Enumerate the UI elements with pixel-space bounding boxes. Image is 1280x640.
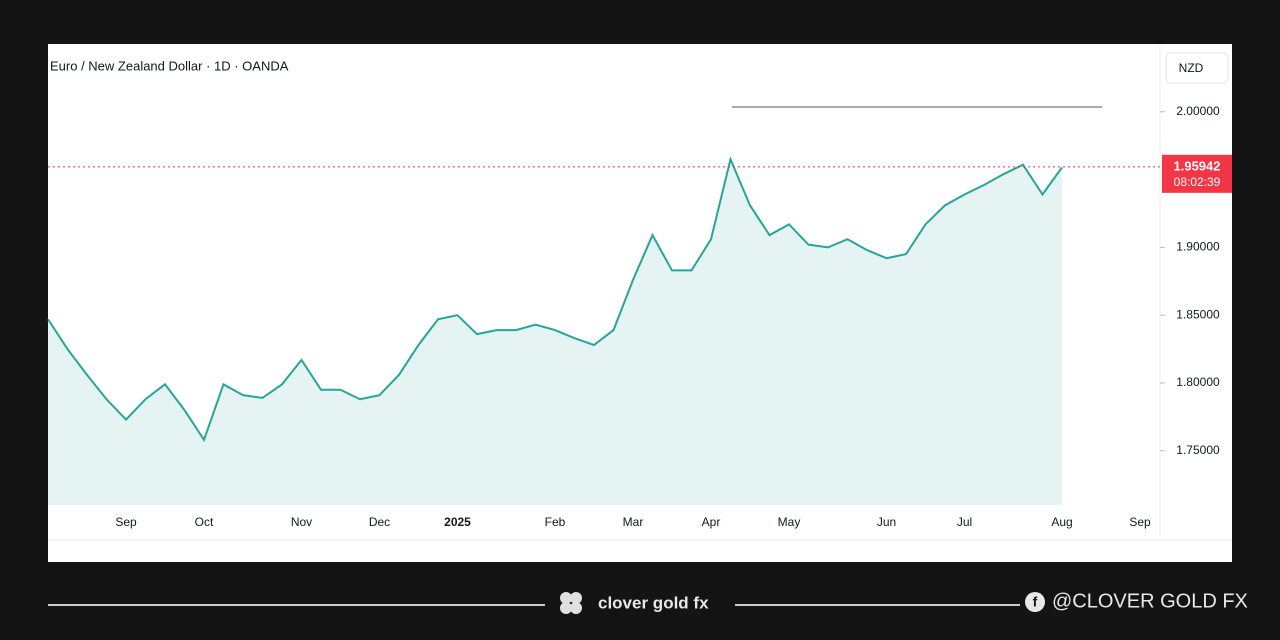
- x-tick-label: Apr: [702, 515, 721, 529]
- x-tick-label: May: [778, 515, 801, 529]
- x-tick-label: 2025: [444, 515, 471, 529]
- x-tick-label: Jun: [877, 515, 896, 529]
- y-tick-label: 1.90000: [1176, 240, 1220, 254]
- x-tick-label: Aug: [1051, 515, 1072, 529]
- currency-box[interactable]: [1165, 52, 1229, 84]
- countdown-label: 08:02:39: [1174, 175, 1221, 189]
- y-tick-label: 1.85000: [1176, 307, 1220, 321]
- footer-handle: @CLOVER GOLD FX: [1052, 590, 1248, 612]
- facebook-glyph: f: [1033, 594, 1038, 610]
- x-tick-label: Feb: [545, 515, 566, 529]
- x-tick-label: Oct: [195, 515, 214, 529]
- y-tick-label: 2.00000: [1176, 104, 1220, 118]
- last-price-label: 1.95942: [1174, 158, 1221, 173]
- facebook-icon: [1025, 592, 1045, 612]
- last-price-box: [1162, 154, 1232, 193]
- currency-label[interactable]: NZD: [1179, 61, 1204, 75]
- x-tick-label: Nov: [291, 515, 312, 529]
- x-tick-label: Dec: [369, 515, 390, 529]
- x-tick-label: Sep: [115, 515, 137, 529]
- plot: 1.75000 1.80000 1.85000 1.90000 2.00000 Sep Oc…: [47, 104, 1232, 529]
- x-tick-label: Mar: [623, 515, 644, 529]
- y-tick-label: 1.75000: [1176, 443, 1220, 457]
- price-area: [48, 159, 1062, 505]
- y-tick-label: 1.80000: [1176, 375, 1220, 389]
- x-tick-label: Jul: [957, 515, 972, 529]
- x-tick-label: Sep: [1129, 515, 1151, 529]
- clover-icon: [560, 592, 582, 614]
- chart-panel: [48, 44, 1232, 562]
- footer-brand: clover gold fx: [598, 593, 709, 612]
- chart-title: Euro / New Zealand Dollar · 1D · OANDA: [50, 58, 289, 73]
- price-line: [47, 156, 1063, 443]
